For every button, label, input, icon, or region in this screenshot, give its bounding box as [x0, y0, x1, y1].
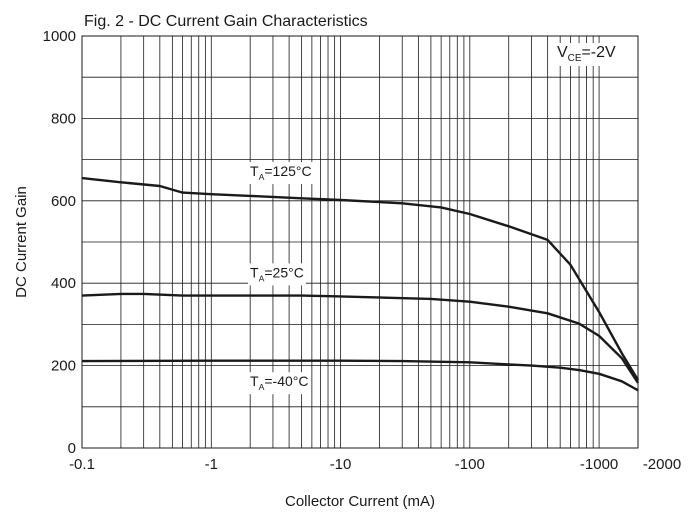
- x-tick-label: -10: [330, 456, 352, 473]
- series-labels: TA=125°C TA=25°C TA=-40°C: [248, 162, 314, 395]
- series-label: TA=-40°C: [248, 372, 311, 395]
- x-tick-label: -0.1: [69, 456, 95, 473]
- series-label: TA=125°C: [248, 162, 314, 185]
- series-label: TA=25°C: [248, 263, 306, 286]
- vce-label-text: VCE=-2V: [557, 44, 616, 64]
- y-tick-label: 1000: [43, 28, 76, 45]
- x-tick-label: -1: [205, 456, 218, 473]
- chart-title: Fig. 2 - DC Current Gain Characteristics: [84, 13, 368, 30]
- curve-ta-125c: [81, 176, 640, 381]
- x-tick-label: -2000: [643, 456, 681, 473]
- curve-ta-25c: [81, 292, 640, 384]
- x-axis-ticks: -0.1 -1 -10 -100 -1000 -2000: [69, 456, 681, 473]
- x-axis-label: Collector Current (mA): [285, 493, 435, 510]
- y-tick-label: 600: [51, 193, 76, 210]
- plot-frame: [81, 35, 639, 449]
- series-group: [81, 176, 640, 392]
- y-axis-label: DC Current Gain: [13, 186, 30, 298]
- y-tick-label: 400: [51, 275, 76, 292]
- series-label-text: TA=-40°C: [250, 373, 308, 392]
- y-tick-label: 800: [51, 110, 76, 127]
- series-label-background: [248, 372, 311, 395]
- series-label-background: [248, 162, 314, 185]
- vce-annotation: VCE=-2V: [555, 43, 619, 66]
- series-label-text: TA=125°C: [250, 163, 312, 182]
- vce-label-background: [555, 43, 619, 66]
- series-label-background: [248, 263, 306, 286]
- y-axis-ticks: 0 200 400 600 800 1000: [43, 28, 76, 457]
- curve-ta-minus40c: [81, 359, 639, 392]
- y-tick-label: 200: [51, 358, 76, 375]
- chart-grid: [81, 35, 639, 449]
- y-tick-label: 0: [68, 440, 76, 457]
- vce-label: VCE=-2V: [555, 43, 619, 66]
- series-label-text: TA=25°C: [250, 264, 304, 283]
- x-tick-label: -100: [455, 456, 485, 473]
- x-tick-label: -1000: [580, 456, 618, 473]
